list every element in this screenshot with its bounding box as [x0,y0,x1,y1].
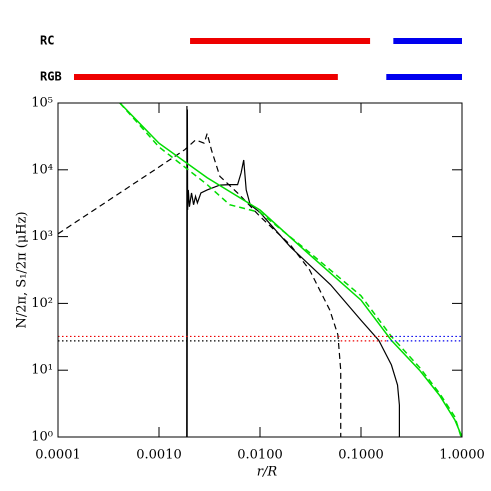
series-line [119,103,462,437]
y-tick-label: 10² [31,296,53,311]
y-axis-label: N/2π, S₁/2π (μHz) [15,211,30,328]
y-tick-label: 10³ [31,229,53,244]
band-label: RC [40,34,54,48]
x-axis-label: r/R [257,465,278,480]
x-tick-label: 0.0010 [136,448,182,463]
y-tick-label: 10¹ [31,363,53,378]
band-label: RGB [40,70,62,84]
x-tick-label: 0.1000 [338,448,384,463]
x-tick-label: 1.0000 [439,448,485,463]
series-line [186,106,400,437]
x-tick-label: 0.0100 [237,448,283,463]
y-tick-label: 10⁰ [31,430,53,445]
plot-frame [57,102,463,438]
x-tick-label: 0.0001 [35,448,81,463]
y-tick-label: 10⁴ [31,162,53,177]
y-tick-label: 10⁵ [31,96,53,111]
series-line [119,103,462,437]
